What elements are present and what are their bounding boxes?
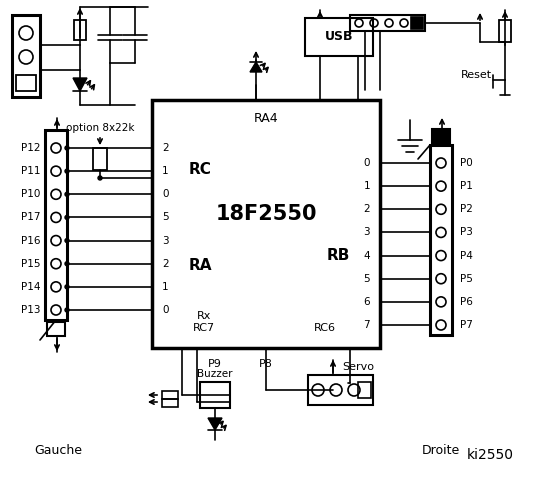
- Text: 0: 0: [162, 305, 169, 315]
- Text: P10: P10: [20, 189, 40, 199]
- Text: P2: P2: [460, 204, 473, 214]
- Circle shape: [65, 308, 69, 312]
- Bar: [47, 322, 65, 336]
- Text: P5: P5: [460, 274, 473, 284]
- Text: 1: 1: [363, 181, 370, 191]
- Circle shape: [65, 285, 69, 289]
- Bar: [162, 391, 178, 399]
- Circle shape: [65, 146, 69, 150]
- Text: 2: 2: [162, 259, 169, 269]
- Text: Gauche: Gauche: [34, 444, 82, 456]
- Bar: [74, 20, 86, 40]
- Text: P7: P7: [460, 320, 473, 330]
- Text: RC: RC: [189, 163, 211, 178]
- Text: RA: RA: [188, 257, 212, 273]
- Text: Reset: Reset: [461, 70, 492, 80]
- Text: 3: 3: [162, 236, 169, 246]
- Bar: [350, 15, 425, 31]
- Bar: [432, 129, 450, 143]
- Text: P17: P17: [20, 213, 40, 222]
- Bar: [152, 100, 380, 348]
- Text: ki2550: ki2550: [467, 448, 514, 462]
- Text: Servo: Servo: [342, 362, 374, 372]
- Circle shape: [65, 192, 69, 196]
- Text: P6: P6: [460, 297, 473, 307]
- Text: P4: P4: [460, 251, 473, 261]
- Bar: [499, 20, 511, 42]
- Text: 7: 7: [363, 320, 370, 330]
- Text: 4: 4: [363, 251, 370, 261]
- Text: P0: P0: [460, 158, 473, 168]
- Text: 18F2550: 18F2550: [215, 204, 317, 224]
- Circle shape: [65, 169, 69, 173]
- Polygon shape: [73, 78, 87, 91]
- Bar: [308, 375, 373, 405]
- Circle shape: [65, 239, 69, 242]
- Circle shape: [65, 216, 69, 219]
- Text: 5: 5: [363, 274, 370, 284]
- Text: P15: P15: [20, 259, 40, 269]
- Text: 2: 2: [363, 204, 370, 214]
- Circle shape: [98, 176, 102, 180]
- Bar: [45, 130, 67, 320]
- Text: P14: P14: [20, 282, 40, 292]
- Bar: [358, 382, 371, 398]
- Text: 2: 2: [162, 143, 169, 153]
- Bar: [162, 399, 178, 407]
- Bar: [16, 75, 36, 91]
- Bar: [305, 18, 373, 56]
- Polygon shape: [250, 62, 262, 72]
- Text: Droite: Droite: [422, 444, 460, 456]
- Circle shape: [65, 262, 69, 266]
- Text: P3: P3: [460, 228, 473, 238]
- Text: P13: P13: [20, 305, 40, 315]
- Text: 6: 6: [363, 297, 370, 307]
- Text: P11: P11: [20, 166, 40, 176]
- Text: P9: P9: [208, 359, 222, 369]
- Text: RC6: RC6: [314, 323, 336, 333]
- Text: Rx: Rx: [197, 311, 211, 321]
- Text: USB: USB: [325, 31, 353, 44]
- Text: Buzzer: Buzzer: [197, 369, 233, 379]
- Text: P8: P8: [259, 359, 273, 369]
- Text: 1: 1: [162, 166, 169, 176]
- Bar: [12, 15, 40, 97]
- Text: 0: 0: [162, 189, 169, 199]
- Bar: [200, 382, 230, 408]
- Bar: [93, 148, 107, 170]
- Text: P16: P16: [20, 236, 40, 246]
- Bar: [430, 145, 452, 335]
- Text: 1: 1: [162, 282, 169, 292]
- Text: 3: 3: [363, 228, 370, 238]
- Text: RB: RB: [326, 248, 349, 263]
- Text: P1: P1: [460, 181, 473, 191]
- Text: 5: 5: [162, 213, 169, 222]
- Text: RC7: RC7: [193, 323, 215, 333]
- Text: RA4: RA4: [254, 111, 278, 124]
- Polygon shape: [208, 418, 222, 430]
- Text: P12: P12: [20, 143, 40, 153]
- Bar: [411, 17, 423, 29]
- Text: 0: 0: [363, 158, 370, 168]
- Text: option 8x22k: option 8x22k: [66, 123, 134, 133]
